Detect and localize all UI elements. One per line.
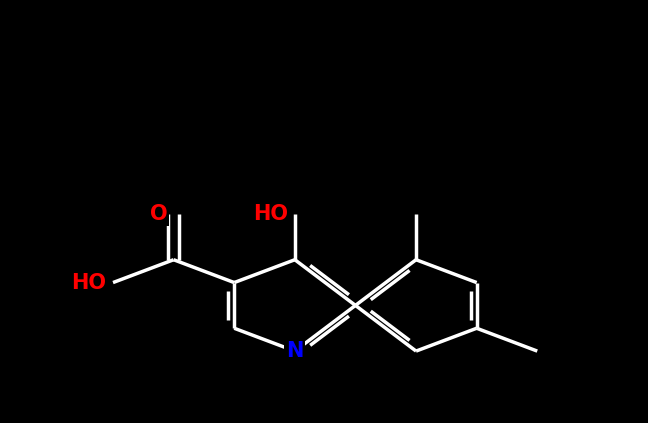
- Text: N: N: [286, 341, 303, 361]
- Text: HO: HO: [71, 272, 106, 293]
- Text: HO: HO: [253, 204, 288, 224]
- Text: O: O: [150, 204, 167, 224]
